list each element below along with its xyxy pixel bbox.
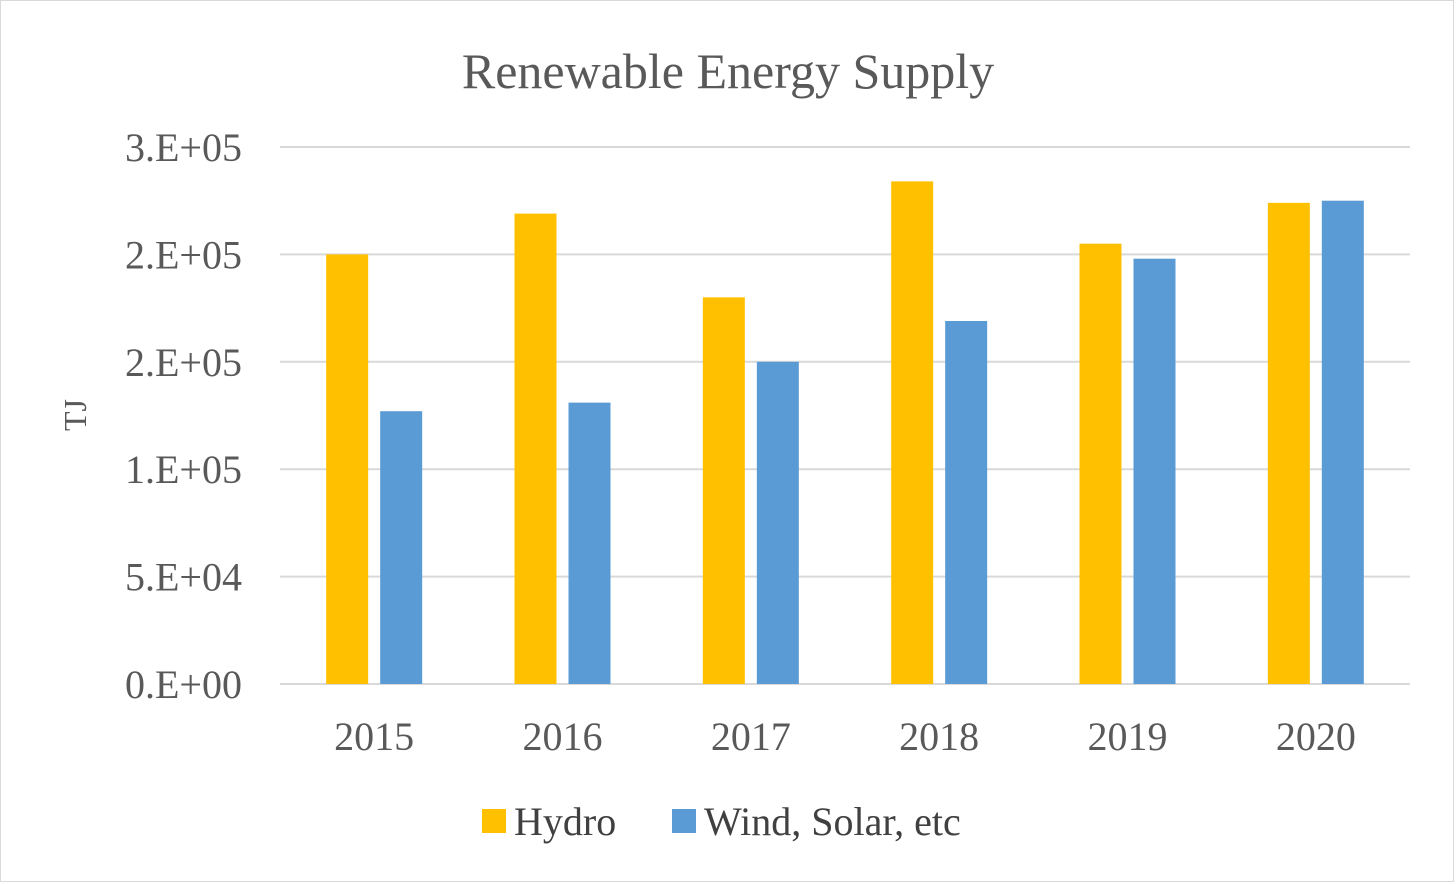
- bar-wind-solar-2019: [1133, 258, 1176, 684]
- y-axis-title: TJ: [57, 399, 93, 431]
- legend: Hydro Wind, Solar, etc: [482, 799, 961, 844]
- x-tick-label: 2017: [711, 714, 791, 759]
- bar-hydro-2018: [891, 181, 934, 685]
- y-tick-label: 0.E+00: [125, 662, 242, 707]
- x-axis-ticks: 2015 2016 2017 2018 2019 2020: [334, 714, 1356, 759]
- bar-wind-solar-2017: [756, 361, 799, 684]
- y-tick-label: 3.E+05: [125, 125, 242, 170]
- y-tick-label: 2.E+05: [125, 232, 242, 277]
- chart-title: Renewable Energy Supply: [462, 43, 994, 99]
- legend-label: Hydro: [514, 799, 616, 844]
- legend-swatch: [672, 809, 696, 833]
- bar-hydro-2015: [326, 254, 369, 684]
- bars: [326, 181, 1364, 685]
- x-tick-label: 2020: [1276, 714, 1356, 759]
- bar-hydro-2017: [702, 297, 745, 684]
- legend-swatch: [482, 809, 506, 833]
- y-axis-ticks: 0.E+00 5.E+04 1.E+05 2.E+05 2.E+05 3.E+05: [125, 125, 242, 707]
- bar-hydro-2019: [1079, 243, 1122, 684]
- x-tick-label: 2016: [523, 714, 603, 759]
- bar-wind-solar-2015: [380, 411, 423, 684]
- legend-label: Wind, Solar, etc: [704, 799, 961, 844]
- y-tick-label: 5.E+04: [125, 555, 242, 600]
- gridlines: [280, 146, 1410, 685]
- bar-wind-solar-2018: [945, 320, 988, 684]
- x-tick-label: 2018: [899, 714, 979, 759]
- bar-hydro-2020: [1267, 202, 1310, 684]
- y-tick-label: 1.E+05: [125, 447, 242, 492]
- bar-wind-solar-2020: [1321, 200, 1364, 684]
- x-tick-label: 2015: [334, 714, 414, 759]
- bar-wind-solar-2016: [568, 402, 611, 684]
- y-tick-label: 2.E+05: [125, 340, 242, 385]
- x-tick-label: 2019: [1088, 714, 1168, 759]
- bar-hydro-2016: [514, 213, 557, 684]
